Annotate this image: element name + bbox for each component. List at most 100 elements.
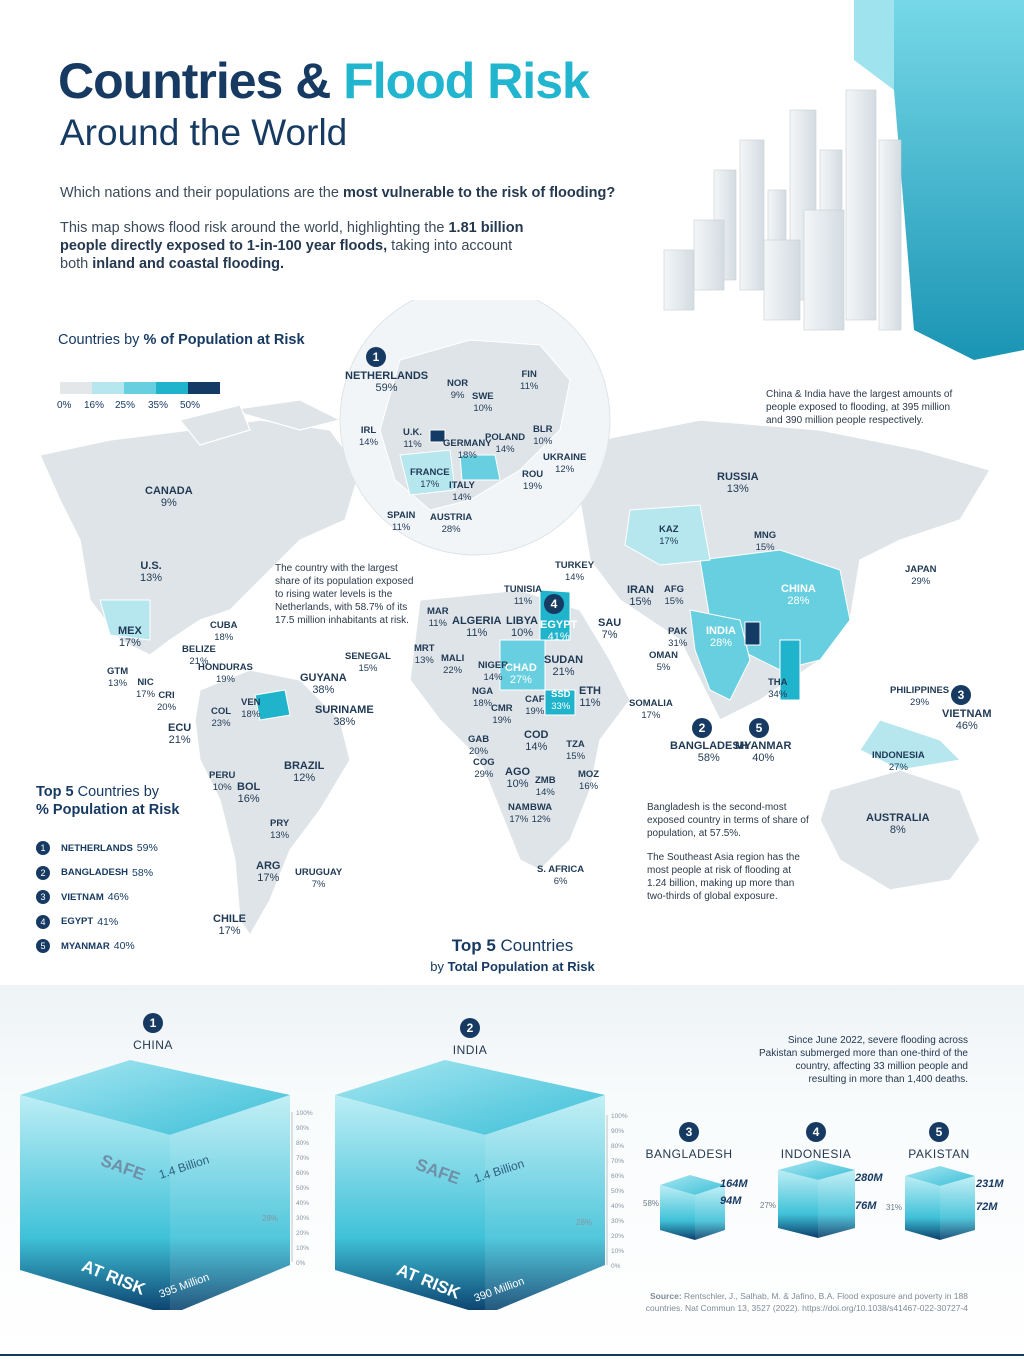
map-label: SSD 33% [551, 689, 571, 712]
top5-pct-row: 5 MYANMAR 40% [36, 934, 158, 959]
map-label: NIC 17% [136, 677, 156, 700]
rank-badge: 2 [692, 718, 712, 738]
legend-tick: 35% [148, 400, 169, 411]
page-subtitle: Around the World [60, 112, 348, 153]
cube-face [20, 1095, 170, 1310]
map-label: ZMB 14% [535, 775, 556, 798]
cube-face [695, 1185, 725, 1240]
map-label: MNG 15% [754, 530, 777, 553]
cube-country: INDIA [452, 1043, 488, 1057]
note-netherlands: The country with the largest share of it… [275, 563, 414, 626]
top5-pct-row: 2 BANGLADESH 58% [36, 861, 158, 886]
top5-pct-row: 3 VIETNAM 46% [36, 885, 158, 910]
map-label: SUDAN 21% [544, 654, 584, 678]
map-label: TZA 15% [566, 739, 586, 762]
cube-face [778, 1170, 818, 1238]
top5-pct-row: 1 NETHERLANDS 59% [36, 836, 158, 861]
map-label: BELIZE 21% [182, 644, 216, 667]
cube-country: PAKISTAN [908, 1147, 970, 1161]
map-label: MALI 22% [441, 653, 465, 676]
cube-pct: 31% [886, 1203, 903, 1212]
map-label: SPAIN 11% [387, 510, 416, 533]
note-southeast-asia: The Southeast Asia region has the most p… [647, 852, 800, 902]
top5-pct-row: 4 EGYPT 41% [36, 910, 158, 935]
map-label: SOMALIA 17% [629, 698, 673, 721]
legend-tick: 50% [180, 400, 201, 411]
map-label-bangladesh: BANGLADESH 58% [670, 740, 748, 764]
map-label: EGYPT 41% [540, 619, 578, 643]
cube-face [170, 1095, 290, 1310]
top5-pop-title: Top 5 Countries by Total Population at Ri… [430, 936, 595, 974]
cube-face [485, 1095, 605, 1310]
rank-badge: 1 [143, 1013, 163, 1033]
map-label: VEN 18% [241, 697, 261, 720]
map-label: CHAD 27% [505, 662, 537, 686]
map-label: THA 34% [768, 677, 788, 700]
map-label: INDIA 28% [706, 625, 736, 649]
cube-total: 280M [855, 1172, 883, 1184]
map-label: ETH 11% [579, 685, 601, 709]
legend-tick: 25% [115, 400, 136, 411]
map-label: COD 14% [524, 729, 549, 753]
cube-total: 164M [720, 1178, 748, 1190]
map-label: NIGER 14% [478, 660, 509, 683]
intro-question: Which nations and their populations are … [60, 185, 616, 201]
map-label: AFG 15% [664, 584, 685, 607]
map-label: NAM 17% [508, 802, 530, 825]
map-label-vietnam: VIETNAM 46% [942, 708, 992, 732]
map-label-netherlands: NETHERLANDS 59% [345, 370, 429, 394]
rank-badge: 3 [679, 1122, 699, 1142]
map-label: AUSTRIA 28% [430, 512, 473, 535]
map-label: CRI 20% [157, 690, 177, 713]
legend-title: Countries by % of Population at Risk [58, 332, 305, 348]
flooded-city-illustration [663, 0, 1024, 360]
source-citation: Source: Rentschler, J., Salhab, M. & Jaf… [645, 1291, 968, 1313]
legend-color-scale [60, 382, 220, 394]
rank-badge: 2 [460, 1018, 480, 1038]
legend-swatch [188, 382, 220, 394]
cube-country: INDONESIA [780, 1147, 852, 1161]
map-label: MOZ 16% [578, 769, 600, 792]
scale-india: 100% 90% 80% 70% 60% 50% 40% 30% 20% 10% 0% [611, 1113, 628, 1270]
map-label: ECU 21% [168, 722, 192, 746]
top5-pct-list: 1 NETHERLANDS 59% 2 BANGLADESH 58% 3 VIETNAM 4… [36, 836, 158, 959]
map-label: GERMANY 18% [443, 438, 492, 461]
cube-top [335, 1060, 605, 1135]
cube-country: CHINA [133, 1038, 173, 1052]
cube-top [20, 1060, 290, 1135]
map-label: HONDURAS 19% [198, 662, 253, 685]
cube-pct: 28% [576, 1218, 593, 1227]
map-label: CANADA 9% [145, 485, 193, 509]
note-china-india: China & India have the largest amounts o… [766, 389, 953, 426]
map-label: NGA 18% [472, 686, 494, 709]
cube-face [905, 1176, 940, 1240]
cube-at-risk: 76M [855, 1200, 877, 1212]
map-label: U.S. 13% [140, 560, 163, 584]
map-label: URUGUAY 7% [295, 867, 343, 890]
map-label: BLR 10% [533, 424, 553, 447]
map-label: ARG 17% [256, 860, 281, 884]
map-label: SAU 7% [598, 617, 622, 641]
map-label-myanmar: MYANMAR 40% [735, 740, 792, 764]
map-label: S. AFRICA 6% [537, 864, 585, 887]
map-label: CAF 19% [525, 694, 545, 717]
cube-pct: 27% [760, 1201, 777, 1210]
legend-swatch [156, 382, 188, 394]
scale-china: 100% 90% 80% 70% 60% 50% 40% 30% 20% 10% 0% [296, 1110, 313, 1267]
map-label: AGO 10% [505, 766, 531, 790]
map-label: ROU 19% [522, 469, 544, 492]
population-cubes [20, 1060, 975, 1310]
cube-face [818, 1170, 855, 1238]
map-label: SURINAME 38% [315, 704, 374, 728]
map-label: PERU 10% [209, 770, 236, 793]
map-label: POLAND 14% [485, 432, 526, 455]
top5-pct-title: Top 5 Countries by% Population at Risk [36, 784, 180, 818]
cube-pct: 28% [262, 1214, 279, 1223]
map-label: COG 29% [473, 757, 495, 780]
map-label: INDONESIA 27% [872, 750, 925, 773]
world-map [39, 300, 991, 937]
rank-badge: 1 [366, 347, 386, 367]
map-label: SENEGAL 15% [345, 651, 391, 674]
legend-swatch [124, 382, 156, 394]
map-label: ALGERIA 11% [452, 615, 502, 639]
